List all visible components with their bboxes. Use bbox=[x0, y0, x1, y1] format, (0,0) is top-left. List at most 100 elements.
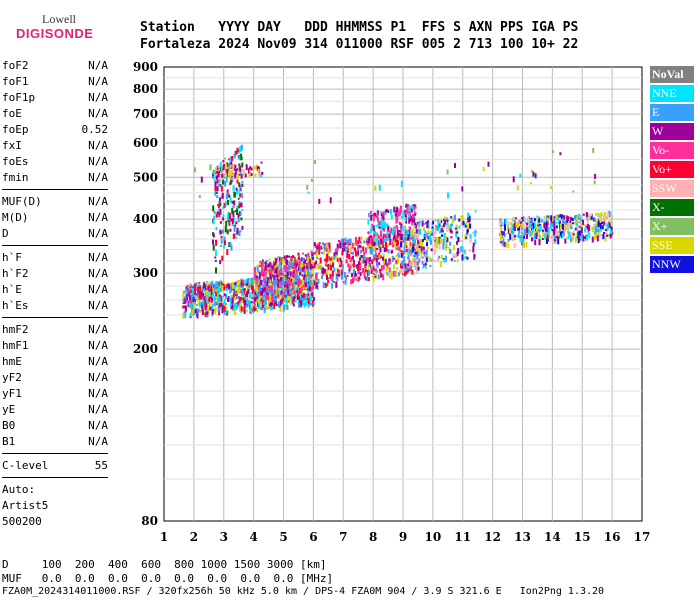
echo-point bbox=[267, 276, 270, 279]
echo-point bbox=[238, 189, 241, 195]
echo-point bbox=[464, 223, 467, 228]
echo-point bbox=[217, 282, 220, 285]
echo-point bbox=[288, 277, 291, 280]
echo-point bbox=[410, 235, 412, 239]
echo-point bbox=[217, 204, 220, 206]
echo-point bbox=[355, 278, 358, 281]
x-tick-label: 6 bbox=[309, 530, 317, 544]
echo-point bbox=[218, 301, 221, 303]
echo-point bbox=[239, 303, 242, 308]
echo-point bbox=[239, 305, 242, 312]
echo-point bbox=[567, 236, 570, 240]
legend-item-x: X+ bbox=[650, 218, 694, 235]
echo-point bbox=[292, 270, 295, 275]
echo-point bbox=[393, 232, 396, 239]
echo-point bbox=[585, 225, 588, 228]
echo-point bbox=[284, 275, 287, 282]
param-name: foEs bbox=[2, 155, 29, 168]
echo-point bbox=[553, 222, 556, 228]
echo-point bbox=[328, 256, 331, 259]
echo-point bbox=[279, 293, 282, 297]
echo-point bbox=[379, 255, 382, 259]
echo-point bbox=[242, 289, 245, 291]
echo-point bbox=[317, 243, 320, 248]
echo-point bbox=[544, 232, 547, 239]
echo-point bbox=[574, 222, 577, 225]
echo-point bbox=[338, 273, 341, 277]
echo-point bbox=[425, 254, 428, 258]
echo-point bbox=[559, 152, 562, 156]
echo-point bbox=[304, 254, 307, 257]
echo-point bbox=[403, 237, 406, 242]
param-row: foF1p N/A bbox=[2, 90, 108, 106]
echo-point bbox=[256, 300, 259, 306]
echo-point bbox=[248, 172, 251, 178]
echo-point bbox=[341, 242, 344, 249]
echo-point bbox=[266, 279, 269, 283]
echo-point bbox=[257, 294, 260, 297]
echo-point bbox=[382, 220, 385, 224]
echo-point bbox=[538, 239, 541, 246]
echo-point bbox=[261, 172, 264, 175]
echo-point bbox=[450, 230, 453, 234]
echo-point bbox=[463, 249, 466, 253]
echo-point bbox=[190, 301, 193, 305]
echo-point bbox=[183, 290, 185, 294]
echo-point bbox=[226, 284, 229, 288]
y-tick-label: 200 bbox=[133, 342, 158, 356]
echo-point bbox=[226, 173, 229, 177]
echo-point bbox=[578, 225, 581, 228]
echo-point bbox=[184, 311, 187, 318]
echo-point bbox=[553, 216, 556, 219]
echo-point bbox=[520, 217, 523, 223]
echo-point bbox=[213, 215, 216, 219]
echo-point bbox=[214, 259, 217, 262]
echo-point bbox=[303, 284, 306, 291]
x-tick-label: 2 bbox=[190, 530, 198, 544]
echo-point bbox=[244, 297, 247, 300]
echo-point bbox=[563, 221, 566, 225]
echo-point bbox=[261, 268, 264, 273]
echo-point bbox=[347, 241, 350, 246]
echo-point bbox=[275, 267, 278, 274]
echo-point bbox=[405, 241, 408, 246]
echo-point bbox=[586, 214, 589, 221]
echo-point bbox=[268, 269, 271, 273]
echo-point bbox=[276, 273, 279, 278]
echo-point bbox=[257, 283, 260, 290]
echo-point bbox=[279, 262, 282, 267]
echo-point bbox=[189, 312, 192, 317]
echo-point bbox=[462, 220, 465, 225]
echo-point bbox=[225, 309, 228, 314]
echo-point bbox=[229, 175, 232, 179]
echo-point bbox=[595, 225, 598, 232]
echo-point bbox=[346, 254, 349, 259]
echo-point bbox=[363, 272, 366, 279]
echo-point bbox=[238, 298, 241, 305]
echo-point bbox=[370, 248, 373, 255]
echo-point bbox=[375, 232, 378, 237]
echo-point bbox=[267, 268, 269, 275]
echo-point bbox=[357, 250, 360, 256]
echo-point bbox=[456, 253, 459, 257]
echo-point bbox=[439, 261, 442, 268]
echo-point bbox=[404, 263, 407, 268]
echo-point bbox=[446, 225, 449, 232]
echo-point bbox=[461, 254, 464, 261]
echo-point bbox=[422, 246, 425, 251]
echo-point bbox=[574, 218, 577, 221]
echo-point bbox=[340, 269, 343, 276]
echo-point bbox=[230, 294, 233, 297]
echo-point bbox=[382, 256, 384, 261]
echo-point bbox=[283, 281, 286, 285]
param-row: hmE N/A bbox=[2, 354, 108, 370]
echo-point bbox=[232, 210, 235, 217]
echo-point bbox=[251, 308, 254, 312]
echo-point bbox=[458, 225, 461, 229]
echo-point bbox=[211, 309, 214, 315]
echo-point bbox=[218, 168, 221, 171]
echo-point bbox=[577, 231, 580, 237]
echo-point bbox=[200, 291, 203, 296]
echo-point bbox=[404, 267, 407, 271]
echo-point bbox=[443, 216, 446, 220]
